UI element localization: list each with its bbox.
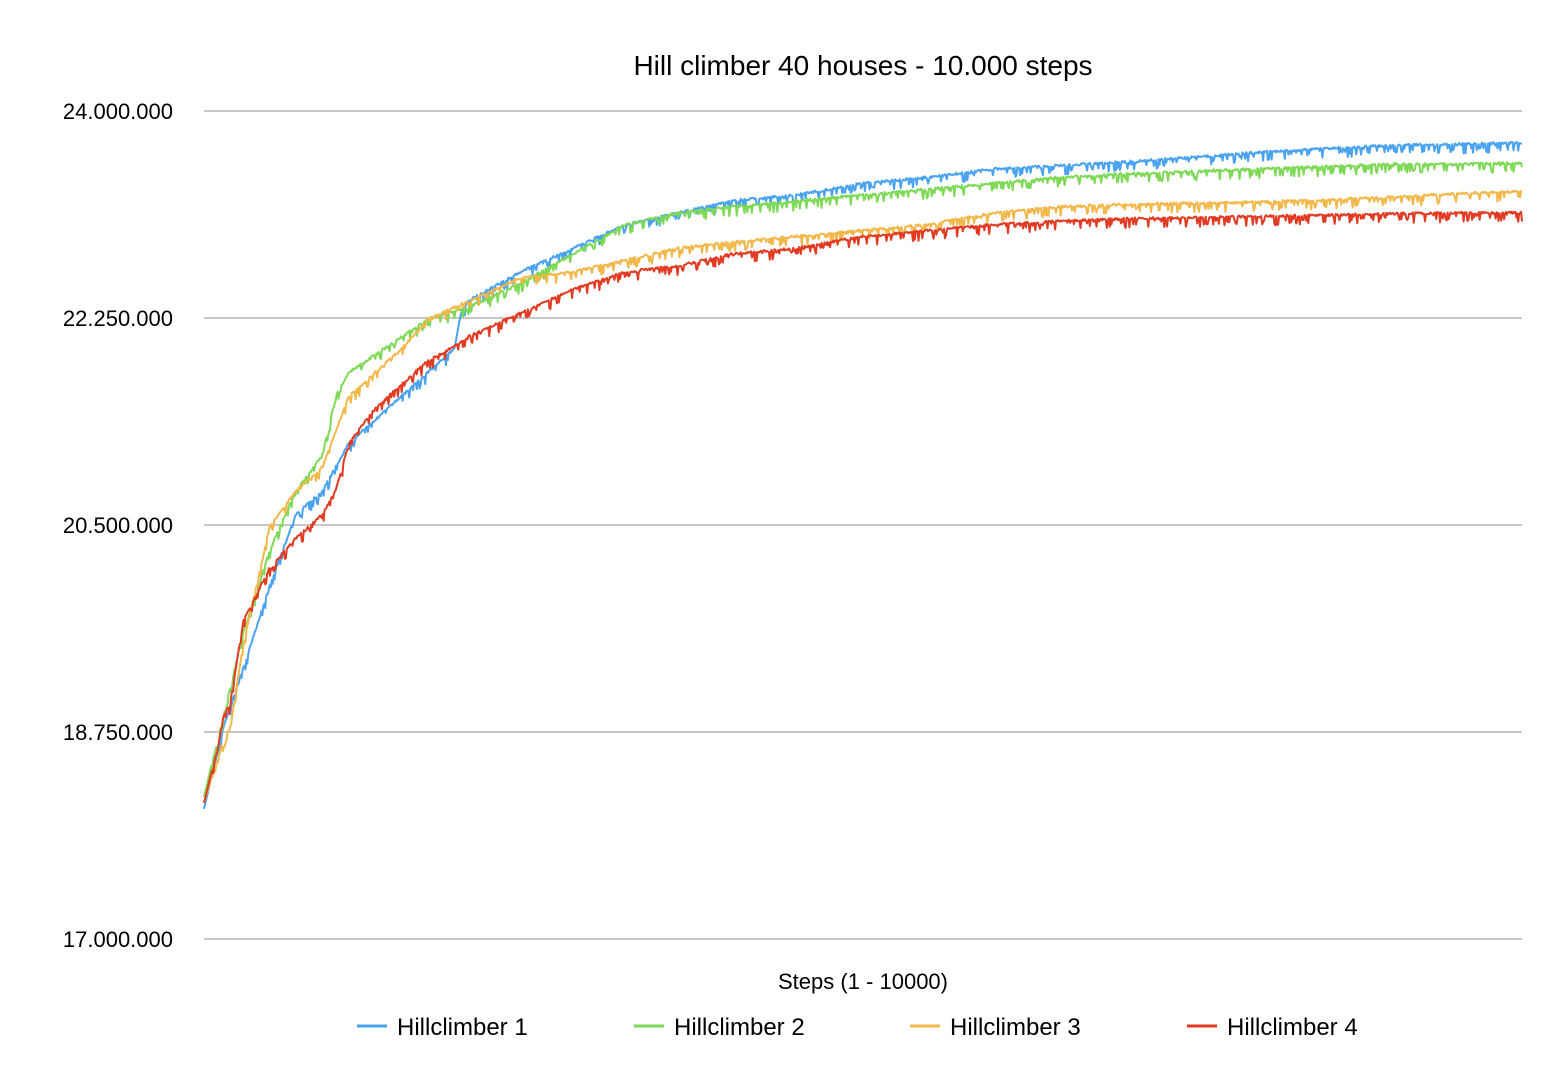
y-tick-label: 20.500.000	[63, 513, 173, 538]
y-tick-label: 18.750.000	[63, 720, 173, 745]
gridlines	[204, 110, 1522, 940]
series-line-1	[203, 141, 1523, 810]
legend-label: Hillclimber 2	[674, 1014, 805, 1041]
x-axis-title: Steps (1 - 10000)	[778, 969, 948, 994]
series-lines	[203, 141, 1523, 810]
y-tick-labels: 17.000.000 18.750.000 20.500.000 22.250.000…	[63, 99, 173, 952]
chart-title: Hill climber 40 houses - 10.000 steps	[633, 50, 1092, 81]
legend-label: Hillclimber 1	[397, 1014, 528, 1041]
y-tick-label: 24.000.000	[63, 99, 173, 124]
legend: Hillclimber 1 Hillclimber 2 Hillclimber 3 H…	[357, 1014, 1358, 1041]
series-line-4	[203, 210, 1523, 804]
y-tick-label: 22.250.000	[63, 306, 173, 331]
series-line-3	[203, 189, 1523, 804]
legend-label: Hillclimber 4	[1227, 1014, 1358, 1041]
y-tick-label: 17.000.000	[63, 927, 173, 952]
series-line-2	[203, 161, 1523, 798]
legend-label: Hillclimber 3	[950, 1014, 1081, 1041]
